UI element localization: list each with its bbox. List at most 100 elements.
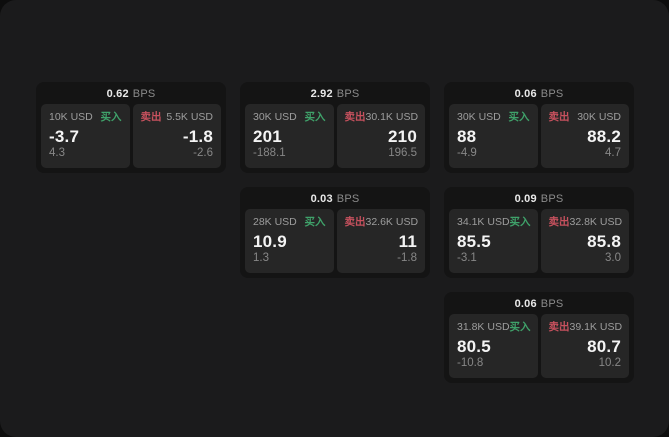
buy-notional: 34.1K USD (457, 216, 510, 228)
buy-notional: 28K USD (253, 216, 297, 228)
buy-sub-value: -3.1 (457, 252, 477, 264)
buy-price: 10.9 (253, 232, 287, 251)
bps-unit-label: BPS (540, 297, 564, 310)
price-panels: 10K USD 买入 -3.7 4.3 卖出 5.5K USD -1.8 -2.… (41, 104, 221, 168)
buy-side-label: 买入 (304, 111, 326, 123)
quote-card: 0.09 BPS 34.1K USD 买入 85.5 -3.1 卖出 32.8K… (444, 187, 634, 278)
buy-side-label: 买入 (508, 111, 530, 123)
buy-labels-row: 30K USD 买入 (253, 111, 326, 124)
buy-panel[interactable]: 10K USD 买入 -3.7 4.3 (41, 104, 130, 168)
bps-spread-value: 0.06 (514, 87, 537, 100)
sell-notional: 32.8K USD (569, 216, 623, 228)
sell-notional: 32.6K USD (365, 216, 419, 228)
buy-price: 201 (253, 127, 282, 146)
price-panels: 30K USD 买入 201 -188.1 卖出 30.1K USD 210 1… (245, 104, 425, 168)
quote-card: 0.06 BPS 31.8K USD 买入 80.5 -10.8 卖出 39.1… (444, 292, 634, 383)
sell-panel[interactable]: 卖出 30.1K USD 210 196.5 (336, 104, 425, 168)
sell-sub-value: -2.6 (193, 147, 213, 159)
card-header: 0.03 BPS (245, 191, 425, 206)
bps-spread-value: 0.62 (106, 87, 129, 100)
card-header: 0.06 BPS (449, 296, 629, 311)
buy-side-label: 买入 (100, 111, 122, 123)
quote-card: 2.92 BPS 30K USD 买入 201 -188.1 卖出 30.1K … (240, 82, 430, 173)
bps-unit-label: BPS (336, 192, 360, 205)
sell-panel[interactable]: 卖出 32.6K USD 11 -1.8 (336, 209, 425, 273)
buy-labels-row: 30K USD 买入 (457, 111, 530, 124)
sell-panel[interactable]: 卖出 39.1K USD 80.7 10.2 (540, 314, 629, 378)
buy-notional: 10K USD (49, 111, 93, 123)
buy-side-label: 买入 (509, 321, 531, 333)
price-panels: 31.8K USD 买入 80.5 -10.8 卖出 39.1K USD 80.… (449, 314, 629, 378)
sell-price: 88.2 (587, 127, 621, 146)
bps-unit-label: BPS (540, 87, 564, 100)
sell-sub-value: -1.8 (397, 252, 417, 264)
sell-panel[interactable]: 卖出 32.8K USD 85.8 3.0 (540, 209, 629, 273)
sell-price: 80.7 (587, 337, 621, 356)
quote-card: 0.62 BPS 10K USD 买入 -3.7 4.3 卖出 5.5K USD… (36, 82, 226, 173)
sell-notional: 30K USD (577, 111, 621, 123)
sell-price: -1.8 (182, 127, 213, 146)
buy-price: -3.7 (49, 127, 80, 146)
sell-labels-row: 卖出 5.5K USD (141, 111, 214, 124)
sell-side-label: 卖出 (140, 111, 162, 123)
buy-side-label: 买入 (304, 216, 326, 228)
buy-price: 88 (457, 127, 477, 146)
sell-labels-row: 卖出 30.1K USD (344, 111, 419, 124)
buy-labels-row: 10K USD 买入 (49, 111, 122, 124)
sell-sub-value: 196.5 (388, 147, 417, 159)
sell-side-label: 卖出 (344, 111, 366, 123)
quote-card: 0.03 BPS 28K USD 买入 10.9 1.3 卖出 32.6K US… (240, 187, 430, 278)
buy-panel[interactable]: 28K USD 买入 10.9 1.3 (245, 209, 334, 273)
sell-labels-row: 卖出 32.6K USD (344, 216, 419, 229)
buy-sub-value: -10.8 (457, 357, 484, 369)
sell-sub-value: 3.0 (605, 252, 621, 264)
sell-price: 210 (388, 127, 417, 146)
sell-panel[interactable]: 卖出 5.5K USD -1.8 -2.6 (132, 104, 221, 168)
buy-panel[interactable]: 30K USD 买入 88 -4.9 (449, 104, 538, 168)
sell-notional: 30.1K USD (365, 111, 419, 123)
buy-labels-row: 31.8K USD 买入 (457, 321, 531, 334)
sell-price: 11 (398, 232, 417, 251)
sell-side-label: 卖出 (548, 321, 570, 333)
bps-unit-label: BPS (540, 192, 564, 205)
sell-labels-row: 卖出 30K USD (549, 111, 622, 124)
bps-spread-value: 0.03 (310, 192, 333, 205)
buy-labels-row: 28K USD 买入 (253, 216, 326, 229)
buy-notional: 31.8K USD (457, 321, 510, 333)
sell-notional: 39.1K USD (569, 321, 623, 333)
sell-sub-value: 4.7 (605, 147, 621, 159)
card-header: 0.09 BPS (449, 191, 629, 206)
buy-labels-row: 34.1K USD 买入 (457, 216, 531, 229)
buy-price: 85.5 (457, 232, 491, 251)
buy-sub-value: 1.3 (253, 252, 269, 264)
bps-spread-value: 0.09 (514, 192, 537, 205)
buy-sub-value: -188.1 (253, 147, 286, 159)
price-panels: 30K USD 买入 88 -4.9 卖出 30K USD 88.2 4.7 (449, 104, 629, 168)
sell-notional: 5.5K USD (166, 111, 213, 123)
sell-side-label: 卖出 (548, 216, 570, 228)
buy-notional: 30K USD (457, 111, 501, 123)
bps-unit-label: BPS (336, 87, 360, 100)
quote-grid: 0.62 BPS 10K USD 买入 -3.7 4.3 卖出 5.5K USD… (36, 82, 634, 383)
sell-labels-row: 卖出 39.1K USD (548, 321, 623, 334)
price-panels: 34.1K USD 买入 85.5 -3.1 卖出 32.8K USD 85.8… (449, 209, 629, 273)
price-panels: 28K USD 买入 10.9 1.3 卖出 32.6K USD 11 -1.8 (245, 209, 425, 273)
bps-unit-label: BPS (132, 87, 156, 100)
card-header: 2.92 BPS (245, 86, 425, 101)
buy-notional: 30K USD (253, 111, 297, 123)
sell-panel[interactable]: 卖出 30K USD 88.2 4.7 (540, 104, 629, 168)
buy-panel[interactable]: 30K USD 买入 201 -188.1 (245, 104, 334, 168)
buy-panel[interactable]: 34.1K USD 买入 85.5 -3.1 (449, 209, 538, 273)
sell-price: 85.8 (587, 232, 621, 251)
card-header: 0.62 BPS (41, 86, 221, 101)
sell-side-label: 卖出 (548, 111, 570, 123)
bps-spread-value: 0.06 (514, 297, 537, 310)
sell-side-label: 卖出 (344, 216, 366, 228)
card-header: 0.06 BPS (449, 86, 629, 101)
buy-panel[interactable]: 31.8K USD 买入 80.5 -10.8 (449, 314, 538, 378)
sell-labels-row: 卖出 32.8K USD (548, 216, 623, 229)
quote-card: 0.06 BPS 30K USD 买入 88 -4.9 卖出 30K USD 8… (444, 82, 634, 173)
bps-spread-value: 2.92 (310, 87, 333, 100)
buy-price: 80.5 (457, 337, 491, 356)
